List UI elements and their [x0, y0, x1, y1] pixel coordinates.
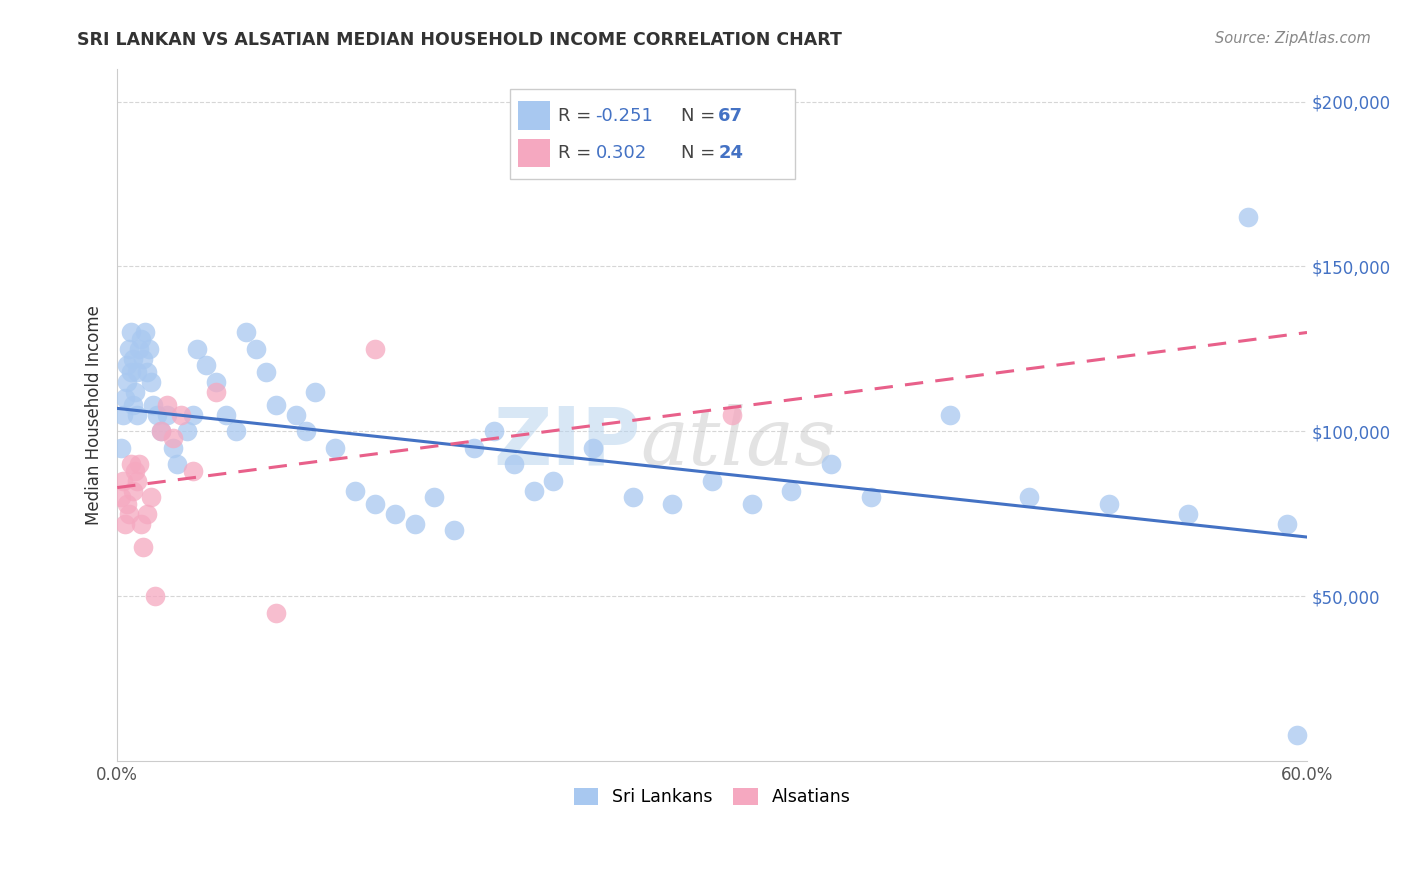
Point: [364, 342, 387, 356]
Point: [344, 483, 367, 498]
Point: [169, 408, 191, 422]
Point: [523, 483, 546, 498]
Point: [225, 425, 247, 439]
Point: [621, 491, 644, 505]
Point: [264, 398, 287, 412]
Point: [1286, 728, 1309, 742]
Point: [115, 359, 138, 373]
Point: [166, 458, 188, 472]
Point: [176, 425, 198, 439]
Point: [404, 516, 426, 531]
Text: SRI LANKAN VS ALSATIAN MEDIAN HOUSEHOLD INCOME CORRELATION CHART: SRI LANKAN VS ALSATIAN MEDIAN HOUSEHOLD …: [77, 31, 842, 49]
Point: [128, 342, 150, 356]
Point: [245, 342, 267, 356]
Point: [162, 431, 184, 445]
Point: [115, 497, 138, 511]
Point: [149, 425, 172, 439]
Point: [156, 408, 179, 422]
Point: [700, 474, 723, 488]
Point: [114, 392, 136, 406]
Point: [162, 441, 184, 455]
Point: [120, 458, 142, 472]
Point: [138, 342, 160, 356]
Point: [136, 365, 159, 379]
Point: [1275, 516, 1298, 531]
Point: [122, 351, 145, 366]
Point: [264, 606, 287, 620]
Point: [124, 384, 146, 399]
Point: [120, 326, 142, 340]
Point: [195, 359, 218, 373]
Point: [284, 408, 307, 422]
Point: [741, 497, 763, 511]
Point: [110, 491, 132, 505]
Y-axis label: Median Household Income: Median Household Income: [86, 305, 103, 524]
Point: [323, 441, 346, 455]
Point: [721, 408, 744, 422]
Point: [132, 540, 155, 554]
Point: [364, 497, 387, 511]
Point: [134, 326, 156, 340]
Legend: Sri Lankans, Alsatians: Sri Lankans, Alsatians: [565, 780, 859, 815]
Point: [1098, 497, 1121, 511]
Point: [112, 474, 135, 488]
Point: [205, 375, 228, 389]
Point: [780, 483, 803, 498]
Point: [125, 474, 148, 488]
Point: [143, 590, 166, 604]
Point: [118, 342, 141, 356]
Point: [423, 491, 446, 505]
Point: [129, 332, 152, 346]
Point: [384, 507, 406, 521]
Point: [125, 365, 148, 379]
Text: ZIP: ZIP: [494, 404, 641, 482]
Point: [142, 398, 165, 412]
Point: [235, 326, 257, 340]
Point: [186, 342, 208, 356]
Point: [1236, 210, 1258, 224]
Point: [1177, 507, 1199, 521]
Point: [110, 441, 132, 455]
Point: [128, 458, 150, 472]
Point: [122, 398, 145, 412]
Point: [304, 384, 326, 399]
Point: [254, 365, 277, 379]
Point: [443, 524, 465, 538]
Text: atlas: atlas: [641, 404, 837, 482]
Point: [114, 516, 136, 531]
Text: Source: ZipAtlas.com: Source: ZipAtlas.com: [1215, 31, 1371, 46]
Point: [156, 398, 179, 412]
Point: [139, 491, 162, 505]
Point: [1018, 491, 1040, 505]
Point: [181, 408, 204, 422]
Point: [543, 474, 565, 488]
Point: [118, 507, 141, 521]
Point: [139, 375, 162, 389]
Point: [582, 441, 605, 455]
Point: [181, 464, 204, 478]
Point: [146, 408, 169, 422]
Point: [129, 516, 152, 531]
Point: [502, 458, 524, 472]
Point: [122, 483, 145, 498]
Point: [124, 464, 146, 478]
Point: [136, 507, 159, 521]
Point: [120, 365, 142, 379]
Point: [482, 425, 505, 439]
Point: [125, 408, 148, 422]
Point: [939, 408, 962, 422]
Point: [115, 375, 138, 389]
Point: [112, 408, 135, 422]
Point: [820, 458, 842, 472]
Point: [463, 441, 485, 455]
Point: [205, 384, 228, 399]
Point: [215, 408, 238, 422]
Point: [149, 425, 172, 439]
Point: [661, 497, 683, 511]
Point: [294, 425, 316, 439]
Point: [132, 351, 155, 366]
Point: [859, 491, 882, 505]
